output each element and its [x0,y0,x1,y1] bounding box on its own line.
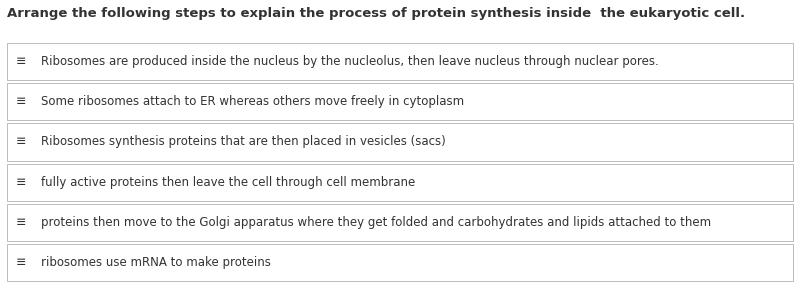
Text: ≡: ≡ [16,256,26,269]
Text: ≡: ≡ [16,55,26,68]
Text: ribosomes use mRNA to make proteins: ribosomes use mRNA to make proteins [41,256,271,269]
Bar [7,43,793,80]
Text: ≡: ≡ [16,95,26,108]
Text: Some ribosomes attach to ER whereas others move freely in cytoplasm: Some ribosomes attach to ER whereas othe… [41,95,464,108]
Text: Arrange the following steps to explain the process of protein synthesis inside  : Arrange the following steps to explain t… [7,7,745,20]
Text: Ribosomes synthesis proteins that are then placed in vesicles (sacs): Ribosomes synthesis proteins that are th… [41,135,446,149]
Text: fully active proteins then leave the cell through cell membrane: fully active proteins then leave the cel… [41,176,415,189]
Text: ≡: ≡ [16,135,26,149]
Text: proteins then move to the Golgi apparatus where they get folded and carbohydrate: proteins then move to the Golgi apparatu… [41,216,711,229]
Bar [7,164,793,201]
Bar [7,244,793,281]
Text: Ribosomes are produced inside the nucleus by the nucleolus, then leave nucleus t: Ribosomes are produced inside the nucleu… [41,55,658,68]
Text: ≡: ≡ [16,216,26,229]
Bar [7,83,793,120]
Text: ≡: ≡ [16,176,26,189]
Bar [7,204,793,241]
Bar [7,123,793,160]
